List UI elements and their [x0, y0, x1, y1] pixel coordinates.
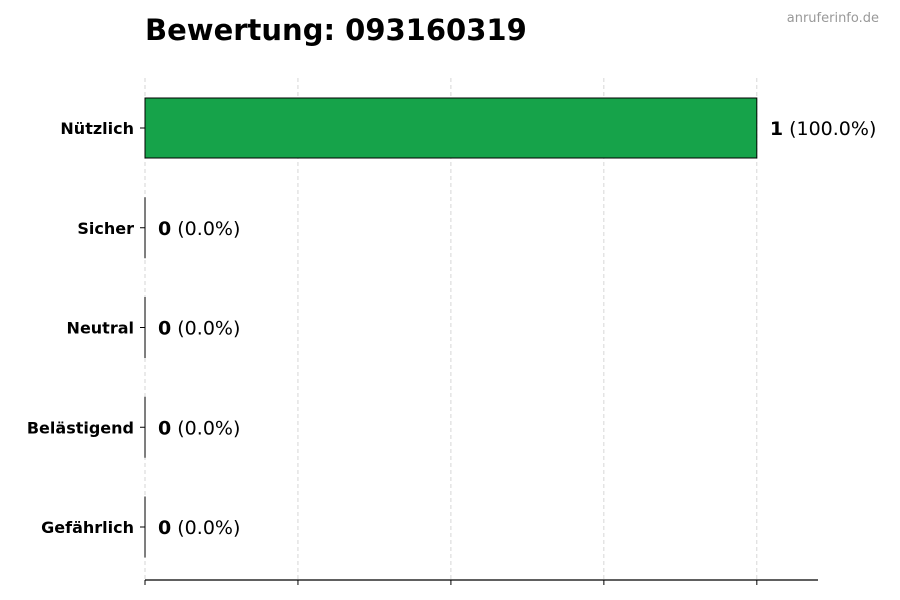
count-label: 0 [158, 318, 171, 340]
count-label: 0 [158, 417, 171, 439]
percent-label: (100.0%) [783, 118, 876, 140]
y-tick-label: Sicher [77, 219, 134, 238]
percent-label: (0.0%) [171, 218, 240, 240]
data-label: 0 (0.0%) [158, 318, 240, 340]
percent-label: (0.0%) [171, 517, 240, 539]
count-label: 1 [770, 118, 783, 140]
y-tick-label: Belästigend [27, 418, 134, 437]
percent-label: (0.0%) [171, 417, 240, 439]
y-tick-label: Neutral [67, 319, 134, 338]
data-label: 0 (0.0%) [158, 218, 240, 240]
y-tick-label: Nützlich [60, 119, 134, 138]
y-tick-label: Gefährlich [41, 518, 134, 537]
data-label: 1 (100.0%) [770, 118, 877, 140]
data-label: 0 (0.0%) [158, 517, 240, 539]
count-label: 0 [158, 218, 171, 240]
data-label: 0 (0.0%) [158, 417, 240, 439]
watermark: anruferinfo.de [787, 11, 879, 26]
percent-label: (0.0%) [171, 318, 240, 340]
chart-title: Bewertung: 093160319 [145, 13, 527, 47]
count-label: 0 [158, 517, 171, 539]
bar [144, 97, 758, 159]
